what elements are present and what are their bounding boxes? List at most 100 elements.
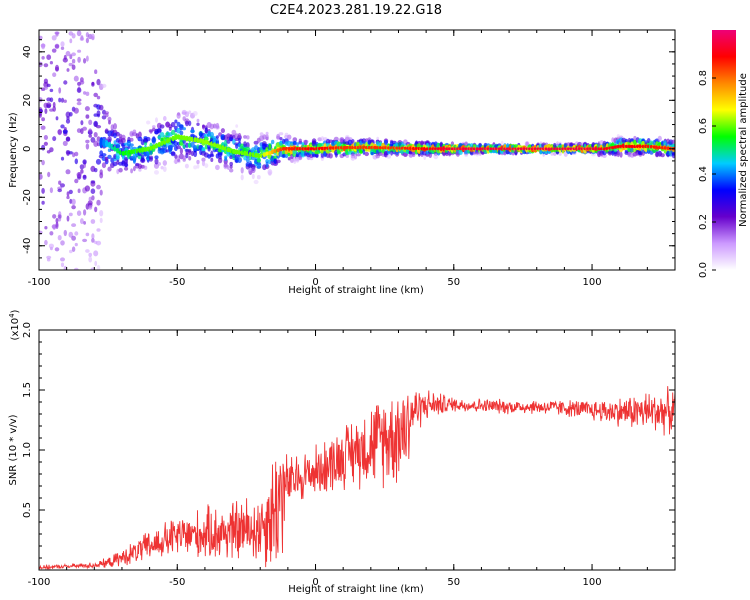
spectrogram-cell [66, 191, 70, 197]
spectrogram-cell [657, 135, 662, 142]
spectrogram-cell [251, 173, 255, 180]
x-tick-label: 0 [312, 577, 318, 588]
spectrogram-cell [55, 64, 59, 71]
spectrogram-cell [82, 174, 87, 180]
spectrogram-cell [336, 150, 342, 155]
spectrogram-cell [69, 249, 73, 254]
spectrogram-cell [79, 80, 85, 85]
spectrogram-cell [41, 56, 45, 60]
spectrogram-ridge-cell [129, 149, 134, 155]
spectrogram-cell [256, 162, 262, 169]
spectrogram-cell [171, 129, 176, 135]
spectrogram-cell [350, 153, 356, 159]
x-tick-label: 100 [582, 277, 601, 288]
spectrogram-cell [88, 205, 93, 210]
spectrogram-cell [633, 139, 637, 146]
spectrogram-cell [159, 124, 165, 129]
spectrogram-cell [42, 298, 45, 302]
y-tick-label: 1.0 [22, 442, 33, 458]
spectrogram-cell [201, 160, 206, 167]
spectrogram-cell [138, 168, 142, 172]
spectrogram-cell [193, 165, 198, 170]
spectrogram-cell [130, 168, 134, 174]
spectrogram-cell [212, 136, 218, 140]
spectrogram-cell [192, 111, 198, 116]
spectrogram-cell [246, 135, 250, 140]
spectrogram-cell [94, 14, 97, 19]
spectrogram-cell [91, 81, 95, 86]
spectrogram-cell [364, 151, 370, 157]
spectrogram-cell [46, 83, 51, 88]
spectrogram-cell [173, 141, 178, 146]
spectrogram-cell [68, 305, 73, 309]
spectrogram-cell [539, 149, 543, 154]
spectrogram-cell [152, 125, 156, 129]
spectrogram-cell [51, 48, 57, 53]
spectrogram-cell [66, 116, 70, 120]
spectrogram-cell [619, 151, 623, 158]
spectrogram-cell [94, 206, 98, 213]
snr-x-label: Height of straight line (km) [288, 584, 424, 595]
spectrogram-ridge-cell [165, 138, 170, 144]
spectrogram-cell [90, 180, 96, 184]
spectrogram-cell [93, 250, 99, 257]
spectrogram-cell [99, 217, 103, 224]
spectrogram-ridge-cell [212, 142, 217, 148]
spectrogram-ridge-cell [187, 136, 192, 142]
spectrogram-cell [76, 101, 82, 106]
spectrogram-cell [182, 127, 186, 131]
spectrogram-ridge-cell [475, 147, 480, 151]
spectrogram-ridge-cell [204, 139, 209, 145]
spectrogram-cell [46, 258, 51, 262]
snr-y-ticks: 0.5 1.0 1.5 2.0 [22, 322, 675, 559]
spectrogram-cell [226, 150, 231, 157]
spectrogram-cell [613, 147, 618, 153]
spectrogram-ridge-cell [143, 147, 148, 152]
spectrogram-cell [207, 143, 212, 150]
spectrogram-cell [82, 159, 87, 165]
spectrogram-cell [138, 131, 142, 138]
spectrogram-cell [58, 274, 62, 277]
spectrogram-cell [58, 87, 62, 94]
spectrogram-cell [41, 117, 45, 122]
spectrogram-cell [71, 223, 77, 228]
spectrogram-cell [47, 288, 51, 293]
spectrogram-ridge-cell [182, 135, 186, 141]
spectrogram-ridge-cell [127, 149, 131, 155]
spectrogram-cell [174, 154, 178, 159]
spectrogram-cell [83, 221, 86, 225]
spectrogram-cell [265, 134, 269, 140]
spectrogram-cell [140, 158, 146, 164]
spectrogram-cell [209, 131, 214, 138]
spectrogram-cell [71, 205, 76, 210]
spectrogram-cell [79, 164, 85, 170]
spectrogram-cell [65, 111, 71, 118]
spectrogram-cell [99, 210, 104, 217]
spectrogram-cell [54, 247, 60, 252]
spectrogram-cell [65, 118, 71, 124]
spectrogram-cell [113, 140, 117, 145]
spectrogram-cell [68, 62, 74, 67]
spectrogram-cell [185, 149, 189, 155]
spectrogram-cell [93, 140, 99, 147]
spectrogram-ridge-cell [185, 135, 189, 141]
spectrogram-cell [204, 127, 208, 134]
figure-title: C2E4.2023.281.19.22.G18 [270, 3, 442, 18]
spectrogram-cell [160, 166, 164, 170]
spectrogram-cell [96, 264, 101, 270]
spectrogram-ridge-cell [552, 147, 557, 151]
spectrogram-cell [63, 229, 67, 237]
spectrogram-cell [49, 97, 54, 103]
spectrogram-ridge-cell [174, 134, 178, 140]
spectrogram-cell [74, 158, 79, 165]
spectrogram-cell [115, 144, 121, 149]
spectrogram-ridge-cell [328, 146, 333, 150]
spectrogram-cell [91, 33, 95, 40]
snr-series-line [39, 386, 675, 570]
spectrogram-cell [113, 123, 117, 130]
spectrogram-cell [607, 150, 613, 156]
spectrogram-cell [41, 298, 45, 303]
spectrogram-cell [47, 171, 51, 178]
spectrogram-cell [41, 200, 45, 205]
spectrogram-cell [188, 156, 192, 161]
